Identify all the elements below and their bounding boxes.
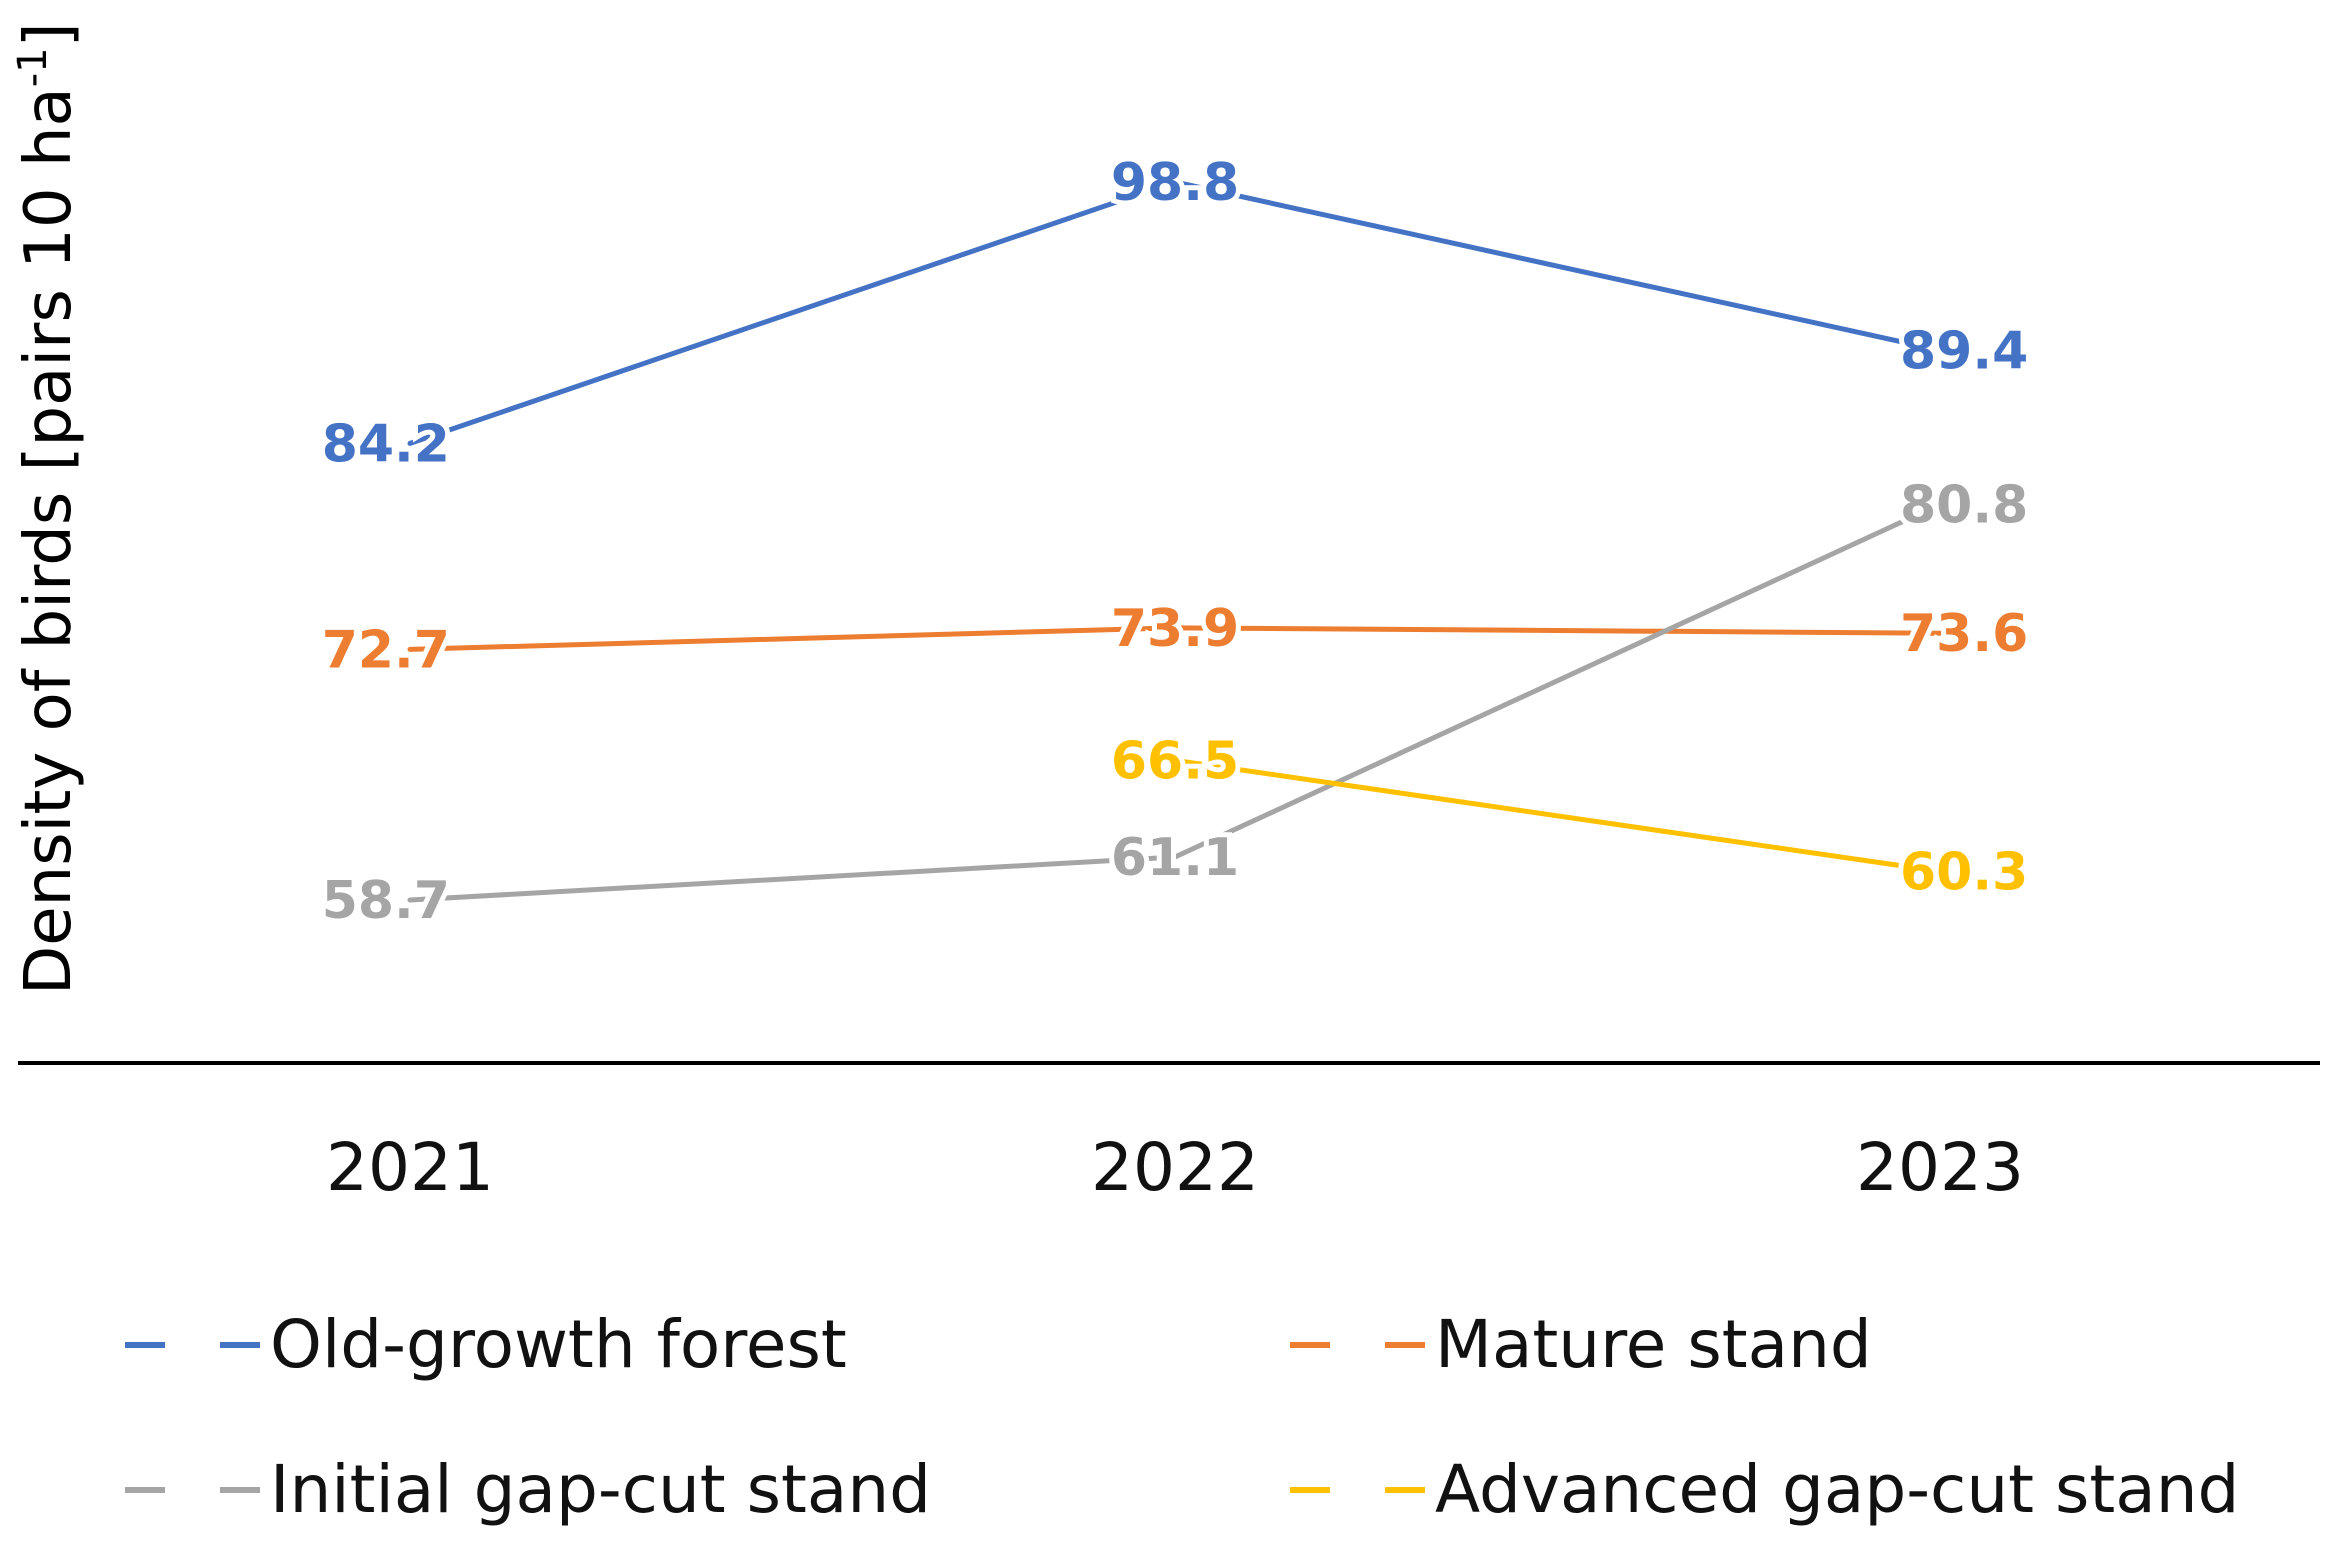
y-axis-label-superscript: -1: [10, 47, 56, 87]
y-axis-label-text: Density of birds [pairs 10 ha: [12, 87, 86, 995]
legend: Old-growth forest Mature stand Initial gap…: [125, 1306, 2239, 1528]
x-tick-label-2021: 2021: [326, 1129, 494, 1206]
data-labels: 84.2 98.8 89.4 72.7 73.9 73.6 58.7 61.1 80.8 66.5…: [317, 148, 2034, 936]
y-axis-label-close: ]: [12, 22, 86, 47]
legend-label-mature-stand: Mature stand: [1435, 1306, 1872, 1383]
legend-label-advanced-gap-cut-stand: Advanced gap-cut stand: [1435, 1451, 2239, 1528]
data-label-initial-gap-cut-stand-2021: 58.7: [322, 871, 450, 931]
legend-label-old-growth-forest: Old-growth forest: [270, 1306, 847, 1383]
data-label-old-growth-forest-2023: 89.4: [1900, 321, 2028, 381]
x-axis-ticks: 2021 2022 2023: [326, 1129, 2024, 1206]
data-label-mature-stand-2023: 73.6: [1900, 604, 2028, 664]
legend-item-initial-gap-cut-stand: Initial gap-cut stand: [125, 1451, 931, 1528]
series-line-initial-gap-cut-stand: [407, 501, 1943, 903]
series-line-old-growth-forest: [407, 179, 1943, 446]
x-tick-label-2022: 2022: [1091, 1129, 1259, 1206]
data-label-old-growth-forest-2022: 98.8: [1111, 153, 1239, 213]
data-label-advanced-gap-cut-stand-2022: 66.5: [1111, 731, 1239, 791]
series-line-advanced-gap-cut-stand: [1172, 757, 1943, 874]
legend-item-advanced-gap-cut-stand: Advanced gap-cut stand: [1290, 1451, 2239, 1528]
legend-item-mature-stand: Mature stand: [1290, 1306, 1872, 1383]
series-lines: [407, 179, 1943, 903]
x-tick-label-2023: 2023: [1856, 1129, 2024, 1206]
legend-item-old-growth-forest: Old-growth forest: [125, 1306, 847, 1383]
legend-label-initial-gap-cut-stand: Initial gap-cut stand: [270, 1451, 931, 1528]
data-label-initial-gap-cut-stand-2022: 61.1: [1111, 828, 1239, 888]
data-label-advanced-gap-cut-stand-2023: 60.3: [1900, 842, 2028, 902]
data-label-mature-stand-2022: 73.9: [1111, 599, 1239, 659]
y-axis-label: Density of birds [pairs 10 ha-1]: [10, 22, 86, 995]
data-label-mature-stand-2021: 72.7: [322, 620, 450, 680]
data-label-initial-gap-cut-stand-2023: 80.8: [1900, 475, 2028, 535]
svg-text:Density of birds [pairs 10 ha-: Density of birds [pairs 10 ha-1]: [10, 22, 86, 995]
series-line-mature-stand: [407, 625, 1943, 652]
data-label-old-growth-forest-2021: 84.2: [322, 414, 450, 474]
